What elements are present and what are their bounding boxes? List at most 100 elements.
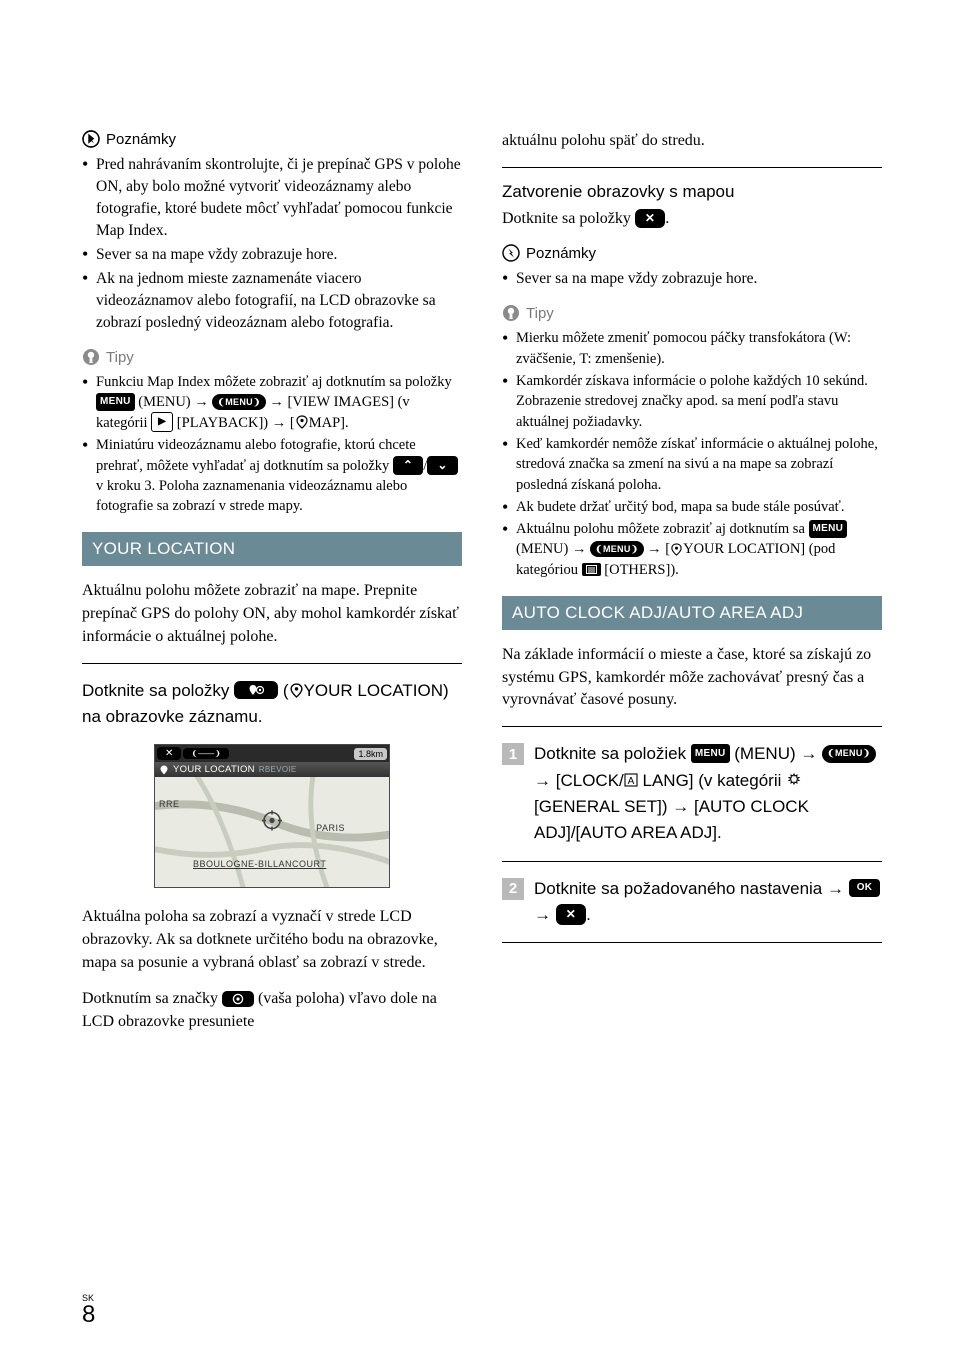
map-figure: ✕ ❨——❩ 1.8km YOUR LOCATION RBEVOIE bbox=[82, 744, 462, 888]
map-glyph-icon bbox=[289, 683, 304, 698]
step-text: [GENERAL SET]) bbox=[534, 797, 672, 816]
map-nav-icon: ❨——❩ bbox=[183, 748, 228, 759]
close-button-icon: ✕ bbox=[556, 904, 586, 925]
body-text: Dotknutím sa značky bbox=[82, 990, 222, 1007]
tip-item: Aktuálnu polohu môžete zobraziť aj dotkn… bbox=[502, 519, 882, 580]
map-scale: 1.8km bbox=[354, 748, 387, 760]
notes-header: Poznámky bbox=[502, 244, 882, 262]
tip-text: Aktuálnu polohu môžete zobraziť aj dotkn… bbox=[516, 521, 809, 537]
divider bbox=[82, 663, 462, 664]
arrow-icon: → bbox=[534, 771, 551, 790]
step-text: LANG] (v kategórii bbox=[643, 771, 787, 790]
your-location-button-icon bbox=[234, 681, 278, 699]
general-set-icon bbox=[786, 772, 802, 788]
notes-list: Pred nahrávaním skontrolujte, či je prep… bbox=[82, 154, 462, 334]
body-text: aktuálnu polohu späť do stredu. bbox=[502, 130, 882, 153]
menu-badge-icon: MENU bbox=[691, 744, 730, 764]
tip-item: Keď kamkordér nemôže získať informácie o… bbox=[502, 434, 882, 495]
map-pin-icon bbox=[159, 765, 169, 775]
step-text: Dotknite sa položky bbox=[82, 681, 234, 700]
tip-text: (MENU) bbox=[138, 394, 194, 410]
body-text: Dotknite sa položky bbox=[502, 210, 635, 227]
notes-list: Sever sa na mape vždy zobrazuje hore. bbox=[502, 268, 882, 290]
tips-title: Tipy bbox=[526, 305, 554, 322]
divider bbox=[502, 942, 882, 943]
map-place-label: PARIS bbox=[316, 823, 345, 833]
arrow-icon: → bbox=[672, 797, 689, 816]
lang-icon: A bbox=[624, 773, 638, 787]
step-text: Dotknite sa položiek MENU (MENU) → ❨MENU… bbox=[534, 741, 882, 846]
tip-text: v kroku 3. Poloha zaznamenania videozázn… bbox=[96, 478, 407, 514]
section-body: Na základe informácií o mieste a čase, k… bbox=[502, 644, 882, 712]
map-place-label: RRE bbox=[159, 799, 180, 809]
menu-nav-icon: ❨MENU❩ bbox=[822, 745, 875, 763]
svg-text:A: A bbox=[627, 776, 634, 787]
body-text: Aktuálna poloha sa zobrazí a vyznačí v s… bbox=[82, 906, 462, 974]
section-title: AUTO CLOCK ADJ/AUTO AREA ADJ bbox=[502, 596, 882, 630]
tips-title: Tipy bbox=[106, 349, 134, 366]
step-text: Dotknite sa požadovaného nastavenia → OK… bbox=[534, 876, 882, 929]
tips-icon bbox=[502, 304, 520, 322]
arrow-icon: → bbox=[827, 879, 844, 898]
notes-icon: ! bbox=[82, 130, 100, 148]
notes-header: ! Poznámky bbox=[82, 130, 462, 148]
note-item: Ak na jednom mieste zaznamenáte viacero … bbox=[82, 268, 462, 334]
tip-text: [OTHERS]). bbox=[604, 562, 679, 578]
divider bbox=[502, 167, 882, 168]
sub-heading: Zatvorenie obrazovky s mapou bbox=[502, 182, 882, 202]
tip-item: Funkciu Map Index môžete zobraziť aj dot… bbox=[82, 372, 462, 433]
tip-item: Mierku môžete zmeniť pomocou páčky trans… bbox=[502, 328, 882, 369]
map-body: RRE PARIS BBOULOGNE-BILLANCOURT bbox=[155, 777, 389, 887]
step-text: Dotknite sa požadovaného nastavenia bbox=[534, 879, 827, 898]
tips-header: Tipy bbox=[502, 304, 882, 322]
note-item: Sever sa na mape vždy zobrazuje hore. bbox=[502, 268, 882, 290]
arrow-icon: → bbox=[194, 394, 209, 410]
page-number: SK 8 bbox=[82, 1294, 95, 1327]
step-number: 1 bbox=[502, 743, 524, 765]
divider bbox=[502, 726, 882, 727]
playback-icon: ▶ bbox=[151, 412, 173, 432]
step-row: 2 Dotknite sa požadovaného nastavenia → … bbox=[502, 876, 882, 929]
map-glyph-icon bbox=[295, 415, 309, 429]
tip-text: [PLAYBACK]) bbox=[177, 415, 272, 431]
arrow-icon: → bbox=[800, 744, 817, 763]
step-text: . bbox=[586, 905, 591, 924]
tips-header: Tipy bbox=[82, 348, 462, 366]
tip-text: Funkciu Map Index môžete zobraziť aj dot… bbox=[96, 374, 452, 390]
menu-badge-icon: MENU bbox=[809, 520, 848, 538]
step-row: 1 Dotknite sa položiek MENU (MENU) → ❨ME… bbox=[502, 741, 882, 846]
map-glyph-icon bbox=[670, 543, 683, 556]
menu-badge-icon: MENU bbox=[96, 393, 135, 411]
arrow-icon: → bbox=[269, 394, 284, 410]
page-num: 8 bbox=[82, 1301, 95, 1328]
divider bbox=[502, 861, 882, 862]
tip-text: Miniatúru videozáznamu alebo fotografie,… bbox=[96, 437, 416, 473]
tips-list: Mierku môžete zmeniť pomocou páčky trans… bbox=[502, 328, 882, 580]
tip-item: Miniatúru videozáznamu alebo fotografie,… bbox=[82, 435, 462, 516]
menu-nav-icon: ❨MENU❩ bbox=[212, 394, 265, 411]
tip-item: Ak budete držať určitý bod, mapa sa bude… bbox=[502, 497, 882, 517]
tips-list: Funkciu Map Index môžete zobraziť aj dot… bbox=[82, 372, 462, 516]
section-body: Aktuálnu polohu môžete zobraziť na mape.… bbox=[82, 580, 462, 648]
others-category-icon bbox=[582, 563, 601, 576]
step-number: 2 bbox=[502, 878, 524, 900]
step-heading: Dotknite sa položky (YOUR LOCATION) na o… bbox=[82, 678, 462, 731]
tip-item: Kamkordér získava informácie o polohe ka… bbox=[502, 371, 882, 432]
notes-title: Poznámky bbox=[526, 245, 596, 262]
body-text: Dotknite sa položky ✕. bbox=[502, 208, 882, 231]
up-button-icon: ⌃ bbox=[393, 456, 423, 475]
note-item: Pred nahrávaním skontrolujte, či je prep… bbox=[82, 154, 462, 242]
tip-text: (MENU) bbox=[516, 541, 572, 557]
map-box: ✕ ❨——❩ 1.8km YOUR LOCATION RBEVOIE bbox=[154, 744, 390, 888]
section-title: YOUR LOCATION bbox=[82, 532, 462, 566]
arrow-icon: → bbox=[272, 415, 287, 431]
map-topbar: ✕ ❨——❩ 1.8km bbox=[155, 745, 389, 762]
step-text: [CLOCK/ bbox=[556, 771, 624, 790]
menu-nav-icon: ❨MENU❩ bbox=[590, 541, 643, 558]
body-text: Dotknutím sa značky (vaša poloha) vľavo … bbox=[82, 988, 462, 1033]
arrow-icon: → bbox=[647, 541, 662, 557]
step-text: (MENU) bbox=[734, 744, 800, 763]
arrow-icon: → bbox=[534, 905, 551, 924]
tip-text: MAP]. bbox=[309, 415, 349, 431]
map-titlebar: YOUR LOCATION RBEVOIE bbox=[155, 762, 389, 777]
